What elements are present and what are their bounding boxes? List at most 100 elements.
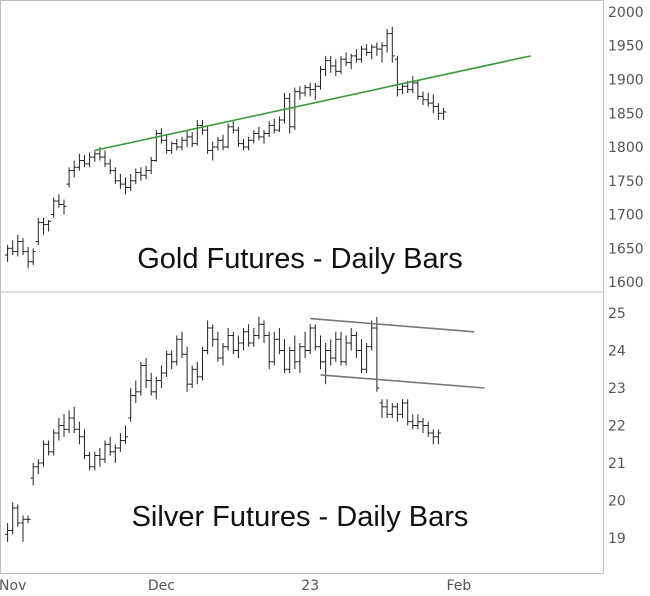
gold-ohlc-bar (210, 141, 216, 161)
gold-ohlc-bar (61, 199, 67, 215)
silver-ohlc-bar (143, 358, 149, 388)
silver-ohlc-bar (61, 414, 67, 437)
gold-ohlc-bar (415, 79, 421, 100)
gold-ohlc-bar (102, 150, 108, 168)
gold-ohlc-bar (82, 155, 87, 168)
silver-ohlc-bar (348, 328, 354, 351)
silver-ohlc-bar (10, 502, 16, 535)
silver-ohlc-bar (297, 343, 303, 373)
silver-ohlc-bar (379, 399, 385, 418)
silver-ohlc-bar (51, 429, 57, 456)
gold-ohlc-bar (410, 76, 416, 93)
silver-ohlc-bar (97, 448, 103, 467)
silver-ohlc-bar (292, 335, 298, 370)
silver-ohlc-bar (359, 339, 364, 373)
gold-ohlc-bar (133, 168, 139, 185)
silver-ohlc-bar (56, 418, 62, 441)
gold-ohlc-bar (76, 153, 82, 171)
gold-ohlc-bar (369, 44, 375, 60)
silver-ohlc-bar (230, 331, 236, 355)
gold-ohlc-bar (282, 93, 287, 124)
gold-ohlc-bar (394, 55, 400, 97)
silver-ohlc-bar (200, 346, 205, 381)
silver-ohlc-bar (148, 373, 154, 396)
gold-ohlc-bar (220, 134, 226, 151)
silver-ohlc-bar (82, 429, 87, 460)
silver-ohlc-bar (174, 335, 180, 366)
gold-ohlc-bar (25, 246, 31, 269)
gold-ohlc-bar (71, 160, 77, 178)
silver-ohlc-bar (420, 418, 426, 433)
silver-ohlc-bar (369, 320, 375, 351)
gold-ohlc-bar (189, 132, 195, 147)
silver-ohlc-bar (41, 440, 46, 467)
gold-ohlc-bar (343, 52, 349, 66)
x-tick-label: Nov (0, 578, 26, 594)
silver-ohlc-bar (256, 316, 262, 340)
silver-ohlc-bar (153, 376, 159, 400)
silver-ohlc-bar (87, 451, 93, 471)
silver-ohlc-bar (271, 331, 277, 366)
gold-bars (5, 26, 447, 269)
silver-ohlc-bar (35, 459, 41, 475)
gold-ohlc-bar (194, 120, 200, 146)
silver-ohlc-bar (25, 515, 31, 523)
gold-ohlc-bar (435, 103, 441, 120)
silver-ohlc-bar (112, 444, 118, 463)
silver-ohlc-bar (287, 346, 293, 373)
gold-ohlc-bar (241, 138, 246, 151)
gold-ohlc-bar (123, 177, 128, 195)
silver-ohlc-bar (384, 399, 390, 418)
gold-ohlc-bar (138, 167, 144, 181)
gold-ohlc-bar (328, 55, 334, 73)
gold-chart-title: Gold Futures - Daily Bars (137, 243, 463, 275)
silver-ohlc-bar (102, 440, 108, 463)
silver-ohlc-bar (302, 331, 308, 358)
gold-ohlc-bar (297, 86, 303, 100)
silver-ohlc-bar (169, 350, 175, 370)
gold-ohlc-bar (312, 82, 318, 100)
gold-y-tick-label: 1750 (608, 174, 644, 190)
silver-ohlc-bar (215, 331, 221, 362)
gold-y-tick-label: 1600 (608, 275, 644, 291)
x-axis: Nov Dec 23 Feb (0, 578, 471, 594)
silver-ohlc-bar (241, 328, 246, 351)
silver-ohlc-bar (107, 436, 113, 456)
gold-ohlc-bar (379, 42, 385, 63)
silver-y-tick-label: 24 (608, 344, 626, 360)
gold-ohlc-bar (179, 136, 185, 151)
silver-ohlc-bar (430, 429, 436, 445)
silver-ohlc-bar (92, 451, 98, 471)
gold-ohlc-bar (184, 130, 190, 147)
gold-ohlc-bar (46, 219, 52, 232)
gold-y-tick-label: 1950 (608, 39, 644, 55)
silver-ohlc-bar (343, 335, 349, 366)
gold-ohlc-bar (318, 66, 323, 90)
silver-ohlc-bar (5, 523, 11, 542)
gold-ohlc-bar (271, 118, 277, 134)
silver-ohlc-bar (394, 403, 400, 422)
gold-ohlc-bar (51, 197, 57, 218)
gold-ohlc-bar (425, 93, 431, 107)
silver-ohlc-bar (318, 335, 323, 370)
silver-ohlc-bar (184, 346, 190, 392)
silver-trendline (320, 374, 485, 389)
gold-ohlc-bar (287, 93, 293, 134)
gold-ohlc-bar (215, 136, 221, 151)
silver-ohlc-bar (261, 320, 267, 343)
silver-ohlc-bar (164, 350, 170, 377)
silver-ohlc-bar (205, 320, 211, 355)
silver-panel: 19 20 21 22 23 24 25 Silver Futures - Daily Ba… (5, 306, 626, 547)
gold-ohlc-bar (128, 174, 134, 191)
silver-y-tick-label: 22 (608, 419, 626, 435)
silver-ohlc-bar (225, 328, 231, 351)
gold-y-tick-label: 1900 (608, 73, 644, 89)
gold-ohlc-bar (364, 44, 370, 56)
gold-ohlc-bar (112, 167, 118, 185)
silver-ohlc-bar (251, 328, 257, 347)
gold-y-tick-label: 2000 (608, 5, 644, 21)
silver-ohlc-bar (30, 463, 36, 486)
silver-ohlc-bar (189, 365, 195, 388)
gold-ohlc-bar (266, 121, 272, 137)
gold-y-tick-label: 1800 (608, 140, 644, 156)
